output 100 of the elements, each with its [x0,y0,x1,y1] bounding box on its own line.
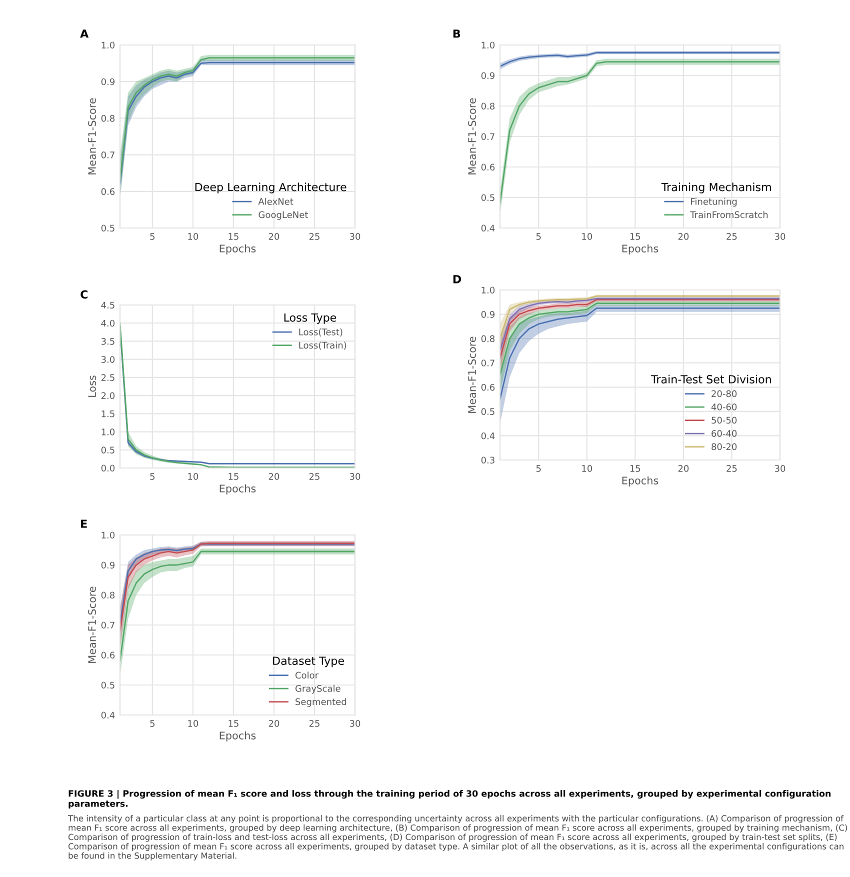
x-tick-label: 10 [188,720,198,727]
x-tick-label: 30 [350,720,360,727]
x-tick-label: 20 [268,473,280,480]
y-tick-label: 3.5 [101,338,114,345]
line-series [500,308,780,400]
chart-title: D [453,275,462,284]
x-tick-label: 5 [536,233,541,240]
y-tick-label: 0.0 [101,464,115,472]
x-tick-label: 15 [630,233,640,240]
x-tick-label: 20 [268,233,280,240]
legend-label: Loss(Test) [299,328,342,336]
x-axis-title: Epochs [220,484,256,494]
x-axis-title: Epochs [622,244,658,254]
y-tick-label: 0.3 [481,456,494,464]
y-tick-label: 0.4 [101,712,115,719]
y-tick-label: 0.9 [481,311,495,318]
y-tick-label: 0.5 [101,682,114,689]
y-tick-label: 1.5 [102,410,114,418]
x-tick-label: 10 [188,233,198,240]
legend-label: AlexNet [258,198,294,205]
y-tick-label: 4.5 [101,302,114,309]
y-tick-label: 0.5 [481,408,494,415]
y-tick-label: 0.7 [101,152,114,158]
y-tick-label: 0.7 [481,360,494,366]
chart-title: B [453,30,460,38]
y-tick-label: 2.5 [101,374,114,382]
legend-title: Dataset Type [273,656,344,668]
y-axis-title: Mean-F1-Score [468,98,476,174]
y-tick-label: 0.6 [101,652,115,659]
y-tick-label: 0.7 [481,133,494,140]
x-tick-label: 20 [268,720,280,727]
y-tick-label: 0.9 [101,78,115,86]
x-tick-label: 5 [150,720,154,727]
y-tick-label: 0.5 [481,194,494,202]
x-tick-label: 30 [774,465,786,472]
legend-title: Deep Learning Architecture [195,182,346,194]
y-tick-label: 0.6 [101,188,115,195]
x-tick-label: 10 [582,233,592,240]
line-series [500,295,780,340]
x-tick-label: 15 [228,473,238,480]
legend-label: TrainFromScratch [690,211,768,218]
x-tick-label: 5 [536,465,541,472]
y-tick-label: 0.8 [481,335,495,342]
y-tick-label: 0.9 [101,562,115,569]
y-tick-label: 0.6 [481,164,495,171]
x-axis-title: Epochs [622,476,658,486]
x-tick-label: 10 [188,473,198,480]
legend-label: Color [295,672,319,679]
y-tick-label: 4.0 [101,320,115,327]
x-tick-label: 15 [630,465,640,472]
y-tick-label: 3.0 [101,356,115,363]
caption: FIGURE 3 | Progression of mean F₁ score and loss through the training period of 30 epochs across all experiments, grouped by experimental configuration parameters. [68,790,831,809]
y-tick-label: 1.0 [482,286,495,294]
y-tick-label: 1.0 [102,428,115,436]
y-tick-label: 1.0 [482,42,495,49]
legend-label: 80-20 [712,443,737,450]
x-tick-label: 30 [350,473,360,480]
legend-label: 50-50 [712,416,737,424]
x-tick-label: 20 [678,465,689,472]
y-tick-label: 2.0 [101,392,115,400]
x-tick-label: 25 [726,465,737,472]
y-tick-label: 0.6 [481,384,495,391]
chart-title: E [81,520,87,528]
y-tick-label: 0.8 [481,102,495,110]
y-tick-label: 1.0 [102,42,115,49]
x-tick-label: 20 [678,233,689,240]
legend-label: Loss(Train) [299,342,346,350]
legend-label: 40-60 [711,404,737,410]
y-axis-title: Mean-F1-Score [88,98,96,174]
text: The intensity of a particular class at any point is proportional to the corresponding uncertainty across all experiments with the particular configurations. (A) Comparison of progression of mean F₁ score across all experiments, grouped by deep learning architecture, (B) Comparison of progression of mean F₁ score across all experiments, grouped by training mechanism, (C) Comparison of progression of train-loss and test-loss across all experiments, (D) Comparison of progression of mean F₁ score across all experiments, grouped by train-test set splits, (E) Comparison of progression of mean F₁ score across all experiments, grouped by dataset type. A similar plot of all the observations, as it is, across all the experimental configurations can be found in the Supplementary Material. [68,815,847,860]
x-axis-title: Epochs [220,731,256,742]
legend-title: Training Mechanism [661,182,771,194]
x-axis-title: Epochs [220,244,256,254]
y-tick-label: 0.5 [101,224,114,232]
legend-label: GrayScale [295,684,340,694]
legend-label: GoogLeNet [258,211,308,220]
y-tick-label: 0.5 [101,446,114,454]
legend-title: Train-Test Set Division [650,374,771,384]
x-tick-label: 25 [309,473,320,480]
legend-label: Finetuning [691,198,737,207]
x-tick-label: 25 [309,233,320,240]
y-axis-title: Mean-F1-Score [468,336,476,413]
x-tick-label: 25 [309,720,320,727]
y-tick-label: 0.9 [481,72,495,80]
x-tick-label: 10 [582,465,592,472]
y-tick-label: 0.4 [481,224,495,232]
x-tick-label: 30 [774,233,786,240]
y-axis-title: Loss [88,376,96,397]
chart-title: C [80,290,88,299]
y-tick-label: 0.8 [101,592,115,599]
y-tick-label: 1.0 [102,532,115,539]
y-axis-title: Mean-F1-Score [88,586,96,663]
x-tick-label: 15 [228,720,238,727]
y-tick-label: 0.4 [481,432,495,440]
x-tick-label: 15 [228,233,238,240]
x-tick-label: 30 [350,233,360,240]
x-tick-label: 5 [150,473,154,480]
chart-title: A [80,30,89,38]
x-tick-label: 25 [726,233,737,240]
x-tick-label: 5 [150,233,154,240]
